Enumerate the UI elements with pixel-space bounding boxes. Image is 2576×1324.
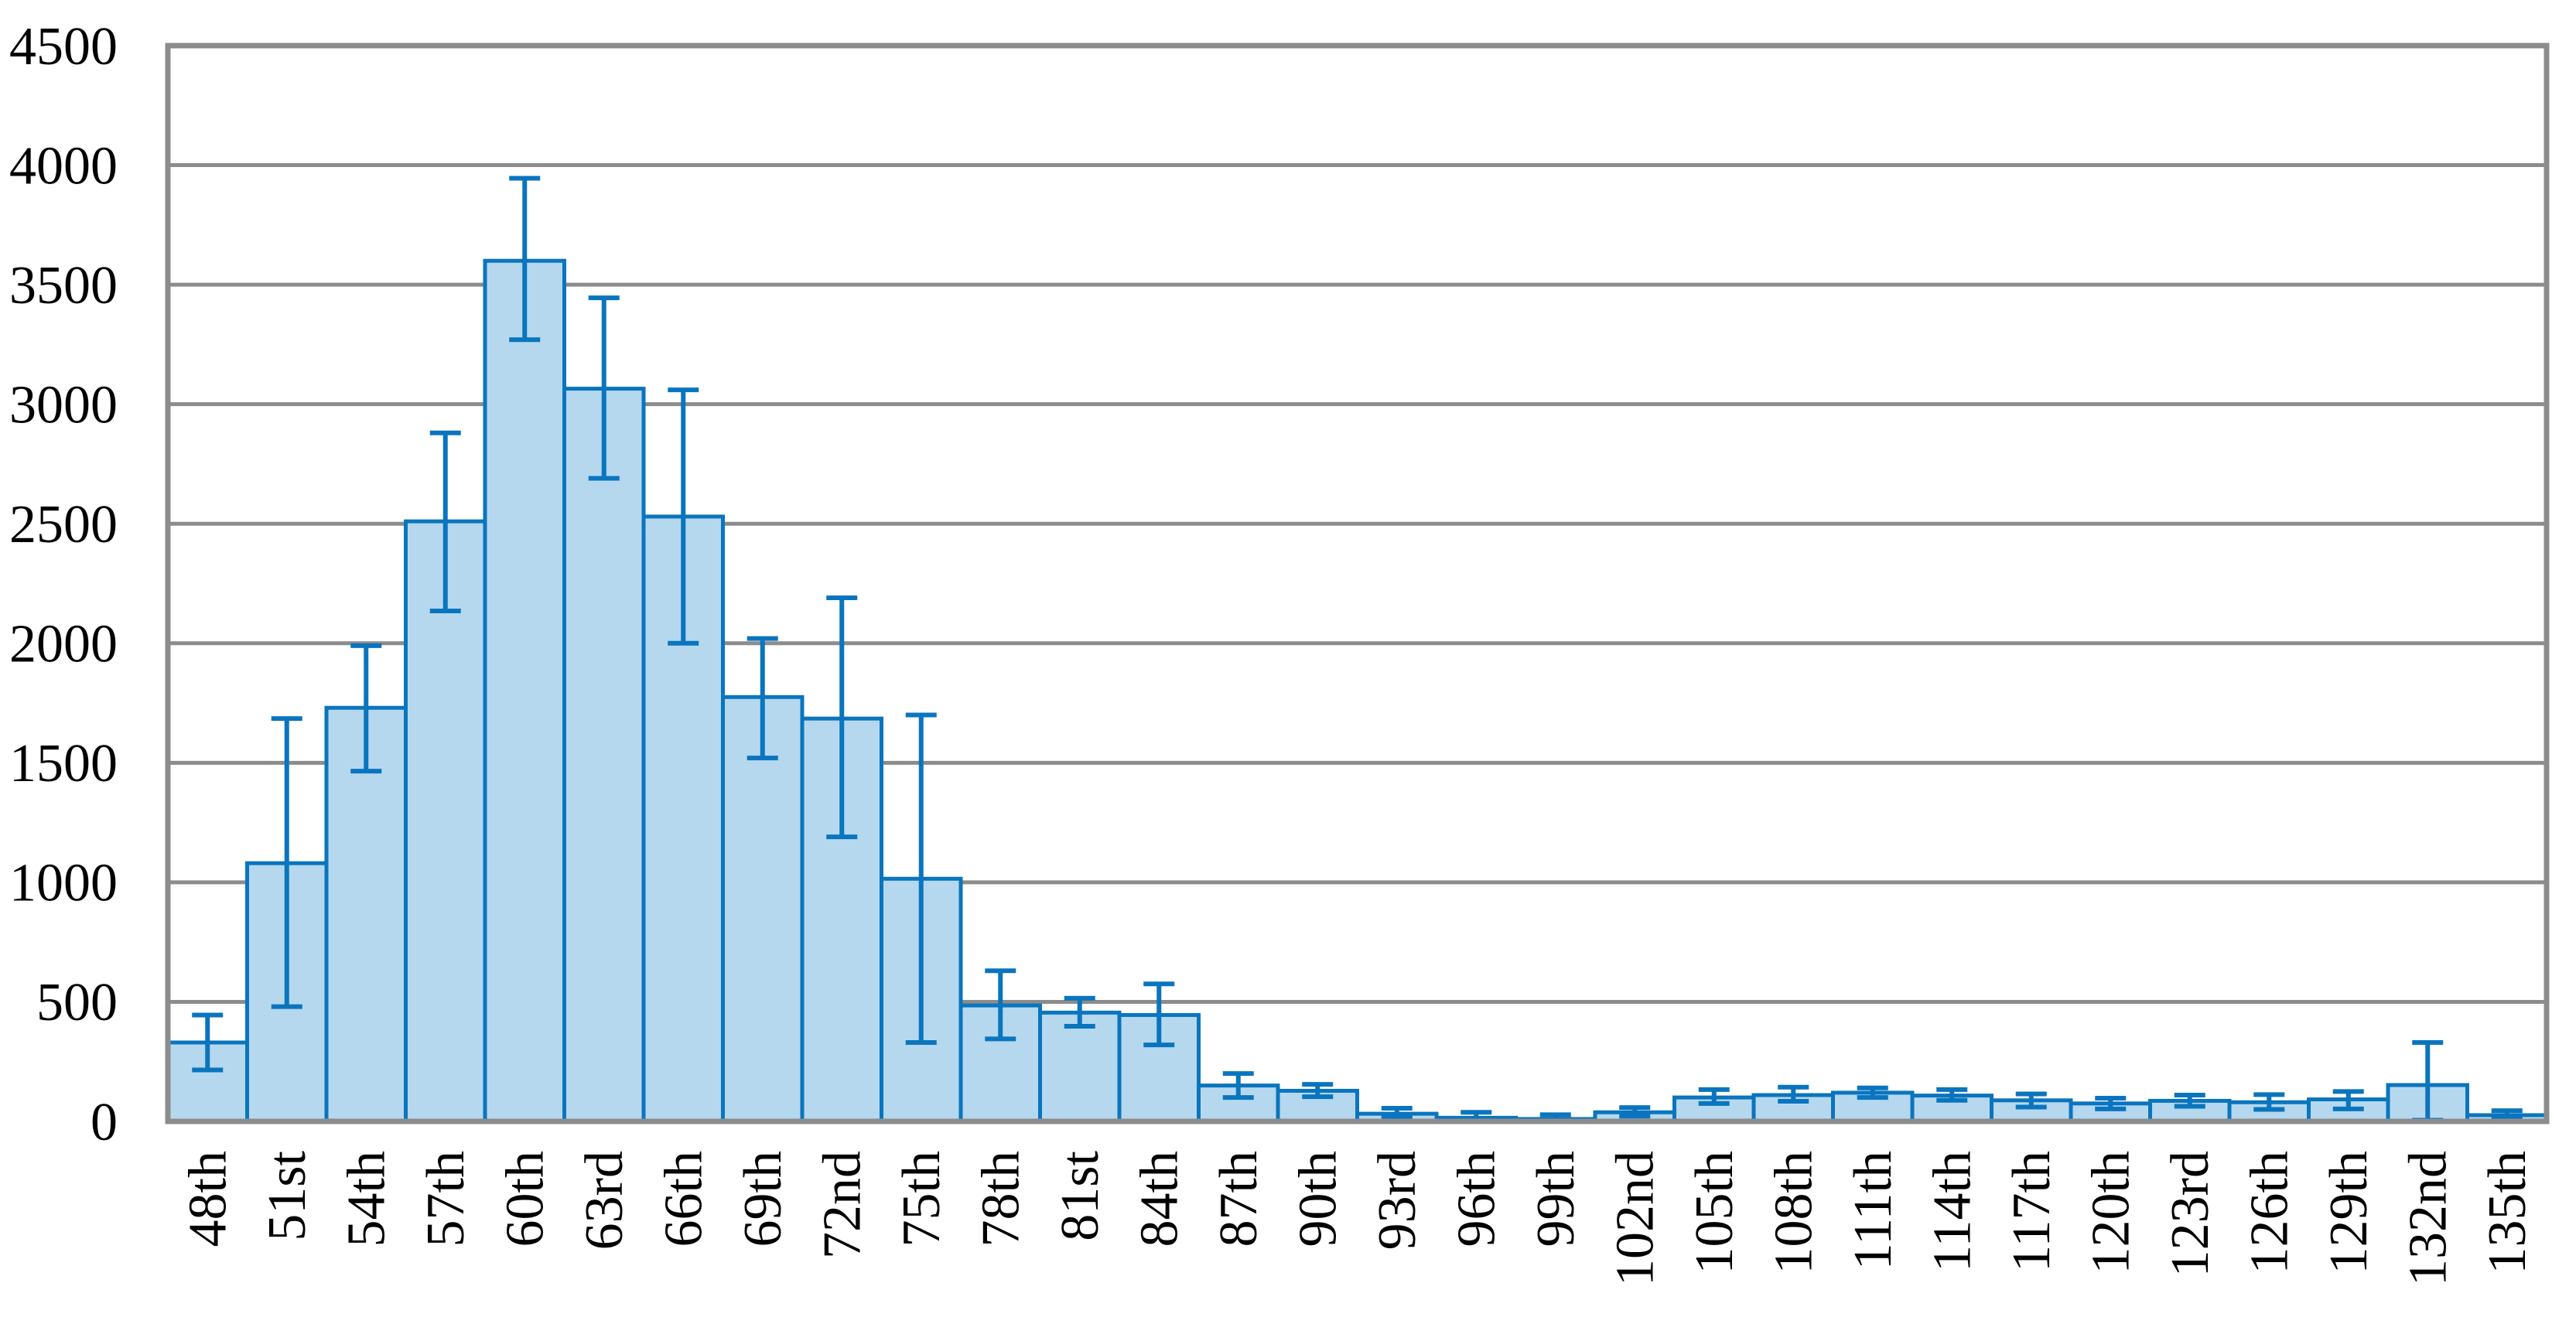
y-tick-label: 4500	[9, 17, 118, 77]
x-tick-label: 99th	[1526, 1151, 1586, 1247]
bar	[1038, 1010, 1122, 1124]
y-tick-label: 1500	[9, 734, 118, 793]
x-tick-label: 81st	[1051, 1150, 1110, 1240]
x-tick-label: 75th	[892, 1151, 951, 1247]
x-tick-label: 57th	[416, 1151, 476, 1247]
bar	[483, 258, 566, 1124]
x-tick-label: 66th	[654, 1151, 713, 1247]
y-tick-label: 0	[91, 1093, 118, 1152]
x-tick-label: 93rd	[1368, 1151, 1427, 1250]
x-tick-label: 87th	[1209, 1151, 1269, 1247]
y-tick-label: 2000	[9, 615, 118, 674]
x-tick-label: 135th	[2478, 1151, 2537, 1274]
x-tick-label: 51st	[258, 1150, 317, 1240]
x-tick-label: 69th	[733, 1151, 793, 1247]
bar	[562, 387, 646, 1124]
y-tick-label: 3000	[9, 375, 118, 435]
x-tick-label: 72nd	[812, 1151, 872, 1259]
x-tick-label: 96th	[1447, 1151, 1506, 1247]
plot-border	[165, 43, 2550, 1124]
x-tick-label: 102nd	[1605, 1151, 1665, 1286]
x-tick-label: 114th	[1922, 1151, 1982, 1272]
bar	[721, 694, 805, 1124]
y-tick-label: 500	[36, 973, 118, 1032]
y-tick-label: 1000	[9, 854, 118, 913]
x-tick-label: 117th	[2002, 1151, 2062, 1272]
y-tick-label: 4000	[9, 136, 118, 196]
x-tick-label: 126th	[2239, 1151, 2299, 1274]
x-tick-label: 84th	[1129, 1151, 1189, 1247]
x-tick-label: 54th	[337, 1151, 396, 1247]
x-tick-label: 105th	[1685, 1151, 1744, 1274]
x-tick-label: 108th	[1764, 1151, 1823, 1274]
x-tick-label: 123rd	[2161, 1151, 2220, 1277]
x-tick-label: 63rd	[575, 1151, 634, 1250]
x-tick-label: 120th	[2081, 1151, 2140, 1274]
y-tick-label: 3500	[9, 256, 118, 316]
x-tick-label: 129th	[2319, 1151, 2379, 1274]
x-tick-label: 132nd	[2398, 1151, 2458, 1286]
x-tick-label: 48th	[178, 1151, 237, 1247]
x-tick-label: 60th	[495, 1151, 555, 1247]
y-tick-label: 2500	[9, 495, 118, 555]
x-tick-label: 111th	[1843, 1151, 1903, 1270]
x-tick-label: 90th	[1288, 1151, 1348, 1247]
x-tick-label: 78th	[971, 1151, 1030, 1247]
